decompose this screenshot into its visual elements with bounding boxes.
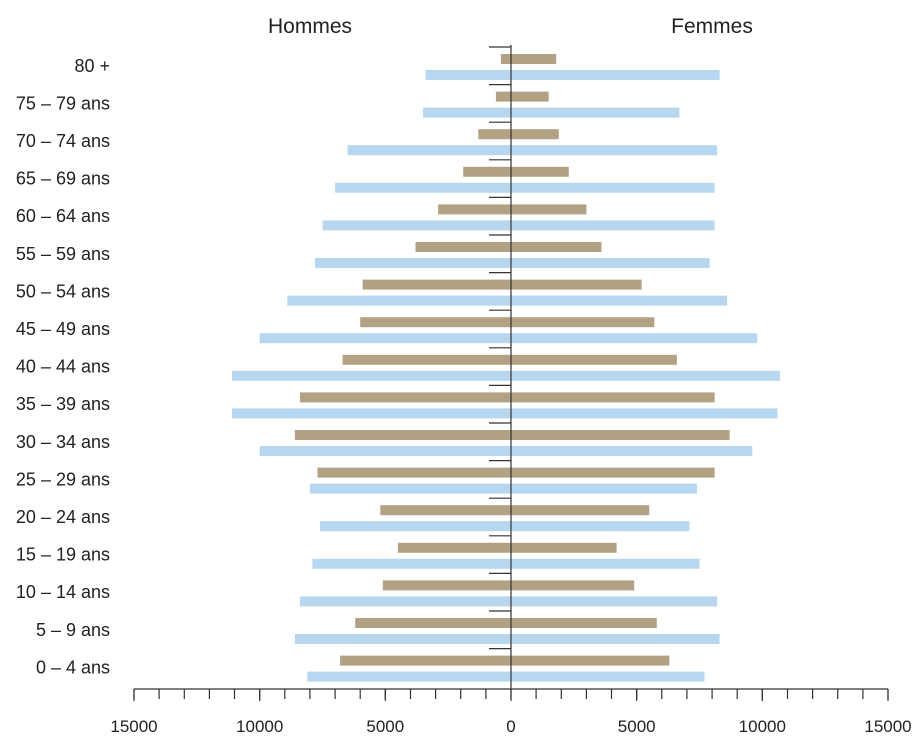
bar	[511, 333, 758, 344]
category-label: 40 – 44 ans	[16, 357, 110, 377]
category-labels: 80 + 75 – 79 ans 70 – 74 ans 65 – 69 ans 60 …	[16, 56, 110, 678]
bar	[511, 521, 690, 532]
bar	[360, 317, 511, 328]
bar	[380, 505, 511, 516]
tick-label: 10000	[739, 717, 786, 736]
bar	[511, 618, 657, 628]
bar	[362, 279, 511, 290]
bar	[511, 242, 602, 252]
bar	[511, 70, 720, 80]
tick-label: 15000	[110, 717, 157, 736]
bar	[511, 279, 642, 290]
bar	[511, 483, 697, 494]
bar	[322, 220, 511, 231]
category-label: 10 – 14 ans	[16, 582, 110, 602]
category-label: 70 – 74 ans	[16, 131, 110, 151]
bar	[511, 295, 728, 306]
bar	[511, 317, 655, 328]
bar	[342, 354, 511, 365]
bar	[294, 430, 511, 440]
bar	[511, 505, 650, 516]
bar	[340, 655, 511, 666]
bar	[382, 580, 511, 591]
bar	[511, 671, 705, 682]
bar	[511, 596, 718, 607]
bar	[423, 107, 511, 118]
tick-label: 5000	[618, 717, 656, 736]
category-label: 15 – 19 ans	[16, 545, 110, 565]
right-side-label: Femmes	[671, 15, 753, 38]
bar	[511, 145, 718, 156]
bar	[232, 408, 511, 419]
category-label: 30 – 34 ans	[16, 432, 110, 452]
bar	[511, 467, 715, 478]
category-label: 80 +	[74, 56, 110, 76]
bar	[315, 258, 511, 268]
bar	[307, 671, 511, 682]
bar	[259, 446, 511, 456]
bar	[347, 145, 511, 156]
bar	[294, 634, 511, 644]
category-label: 50 – 54 ans	[16, 281, 110, 301]
bar	[511, 408, 778, 419]
bar	[478, 129, 511, 140]
bar	[511, 182, 715, 193]
category-label: 25 – 29 ans	[16, 469, 110, 489]
bar	[438, 204, 511, 215]
bar	[495, 91, 511, 102]
bar	[500, 54, 511, 64]
bar	[317, 467, 511, 478]
bar	[511, 354, 677, 365]
bar	[287, 295, 511, 306]
category-label: 60 – 64 ans	[16, 206, 110, 226]
bars-group	[232, 54, 780, 682]
bar	[511, 166, 569, 177]
category-label: 65 – 69 ans	[16, 169, 110, 189]
tick-label: 10000	[236, 717, 283, 736]
category-label: 55 – 59 ans	[16, 244, 110, 264]
tick-label: 0	[506, 717, 515, 736]
x-axis: 15000 10000 5000 0 5000 10000 15000	[110, 45, 912, 736]
bar	[511, 204, 587, 215]
bar	[511, 129, 559, 140]
bar	[232, 370, 511, 381]
bar	[335, 182, 511, 193]
category-label: 20 – 24 ans	[16, 507, 110, 527]
category-label: 45 – 49 ans	[16, 319, 110, 339]
tick-label: 15000	[864, 717, 911, 736]
bar	[312, 558, 511, 569]
bar	[511, 446, 753, 456]
bar	[511, 220, 715, 231]
bar	[511, 580, 635, 591]
bar	[355, 618, 511, 628]
bar	[511, 634, 720, 644]
tick-label: 5000	[366, 717, 404, 736]
left-side-label: Hommes	[268, 15, 352, 38]
category-label: 0 – 4 ans	[36, 657, 110, 677]
bar	[511, 655, 670, 666]
bar	[511, 54, 557, 64]
bar	[511, 91, 549, 102]
bar	[299, 596, 511, 607]
bar	[309, 483, 511, 494]
bar	[259, 333, 511, 344]
category-label: 35 – 39 ans	[16, 394, 110, 414]
bar	[397, 542, 511, 553]
bar	[425, 70, 511, 80]
bar	[511, 107, 680, 118]
bar	[511, 370, 780, 381]
bar	[511, 542, 617, 553]
category-label: 5 – 9 ans	[36, 620, 110, 640]
bar	[511, 392, 715, 403]
bar	[463, 166, 511, 177]
bar	[415, 242, 511, 252]
bar	[299, 392, 511, 403]
bar	[511, 430, 730, 440]
bar	[511, 258, 710, 268]
category-label: 75 – 79 ans	[16, 93, 110, 113]
bar	[511, 558, 700, 569]
bar	[320, 521, 511, 532]
